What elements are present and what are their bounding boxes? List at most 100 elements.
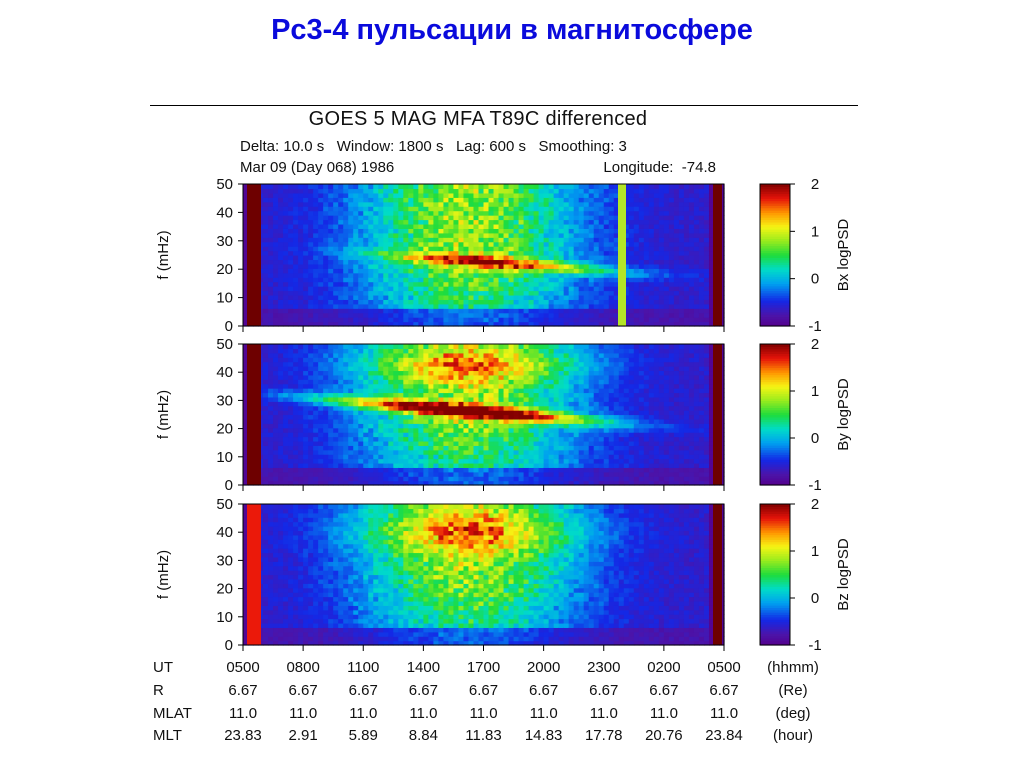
heatmap-cell <box>498 440 505 446</box>
heatmap-cell <box>428 294 434 300</box>
heatmap-cell <box>423 344 429 350</box>
heatmap-cell <box>383 348 389 354</box>
heatmap-cell <box>638 232 645 238</box>
heatmap-cell <box>398 361 404 367</box>
heatmap-cell <box>458 259 465 265</box>
heatmap-cell <box>483 396 490 402</box>
heatmap-cell <box>363 272 369 278</box>
heatmap-cell <box>588 259 595 265</box>
heatmap-cell <box>458 241 465 247</box>
heatmap-cell <box>358 423 364 429</box>
heatmap-cell <box>353 219 359 225</box>
heatmap-cell <box>333 388 339 394</box>
heatmap-cell <box>273 232 279 238</box>
heatmap-cell <box>528 308 535 314</box>
heatmap-cell <box>338 232 344 238</box>
heatmap-cell <box>278 374 284 380</box>
heatmap-cell <box>408 374 414 380</box>
heatmap-cell <box>513 436 520 442</box>
heatmap-cell <box>393 219 399 225</box>
heatmap-cell <box>598 277 605 283</box>
heatmap-cell <box>588 299 595 305</box>
heatmap-cell <box>348 263 354 269</box>
heatmap-cell <box>423 357 429 363</box>
heatmap-cell <box>478 299 485 305</box>
heatmap-cell <box>703 237 710 243</box>
heatmap-cell <box>438 219 445 225</box>
heatmap-cell <box>453 410 460 416</box>
heatmap-cell <box>463 250 470 256</box>
heatmap-cell <box>613 188 620 194</box>
heatmap-cell <box>513 303 520 309</box>
heatmap-cell <box>663 219 670 225</box>
heatmap-cell <box>388 277 394 283</box>
heatmap-cell <box>358 303 364 309</box>
heatmap-cell <box>268 250 274 256</box>
heatmap-cell <box>408 414 414 420</box>
heatmap-cell <box>368 440 374 446</box>
heatmap-cell <box>343 449 349 455</box>
heatmap-cell <box>323 348 329 354</box>
heatmap-cell <box>513 206 520 212</box>
heatmap-cell <box>323 476 329 482</box>
heatmap-cell <box>698 237 705 243</box>
heatmap-cell <box>538 268 545 274</box>
heatmap-cell <box>593 294 600 300</box>
heatmap-cell <box>698 197 705 203</box>
heatmap-cell <box>638 197 645 203</box>
heatmap-cell <box>363 370 369 376</box>
heatmap-cell <box>653 321 660 327</box>
heatmap-cell <box>483 405 490 411</box>
heatmap-cell <box>298 215 304 221</box>
heatmap-cell <box>313 321 319 327</box>
heatmap-cell <box>513 241 520 247</box>
heatmap-cell <box>288 396 294 402</box>
heatmap-cell <box>408 250 414 256</box>
heatmap-cell <box>353 286 359 292</box>
heatmap-cell <box>423 281 429 287</box>
heatmap-cell <box>263 281 269 287</box>
heatmap-cell <box>508 374 515 380</box>
heatmap-cell <box>458 383 465 389</box>
heatmap-cell <box>308 255 314 261</box>
heatmap-cell <box>343 232 349 238</box>
heatmap-cell <box>508 268 515 274</box>
heatmap-cell <box>378 250 384 256</box>
heatmap-cell <box>498 268 505 274</box>
heatmap-cell <box>343 344 349 350</box>
heatmap-cell <box>433 388 440 394</box>
heatmap-cell <box>283 268 289 274</box>
heatmap-cell <box>483 467 490 473</box>
colorbar-band <box>760 247 790 251</box>
heatmap-cell <box>393 449 399 455</box>
heatmap-cell <box>518 286 525 292</box>
heatmap-cell <box>603 237 610 243</box>
heatmap-cell <box>293 312 299 318</box>
heatmap-cell <box>403 449 409 455</box>
heatmap-cell <box>378 401 384 407</box>
heatmap-cell <box>553 201 560 207</box>
heatmap-cell <box>243 259 249 265</box>
heatmap-cell <box>343 237 349 243</box>
heatmap-cell <box>683 192 690 198</box>
heatmap-cell <box>518 277 525 283</box>
heatmap-cell <box>653 294 660 300</box>
heatmap-cell <box>388 410 394 416</box>
heatmap-cell <box>303 210 309 216</box>
heatmap-cell <box>458 392 465 398</box>
heatmap-cell <box>703 286 710 292</box>
heatmap-cell <box>278 445 284 451</box>
heatmap-cell <box>403 184 409 190</box>
heatmap-cell <box>648 201 655 207</box>
heatmap-cell <box>458 192 465 198</box>
heatmap-cell <box>318 246 324 252</box>
heatmap-cell <box>543 294 550 300</box>
heatmap-cell <box>473 237 480 243</box>
heatmap-cell <box>673 223 680 229</box>
heatmap-cell <box>468 449 475 455</box>
heatmap-cell <box>398 374 404 380</box>
heatmap-cell <box>518 436 525 442</box>
heatmap-cell <box>653 308 660 314</box>
heatmap-cell <box>703 184 710 190</box>
heatmap-cell <box>523 374 530 380</box>
